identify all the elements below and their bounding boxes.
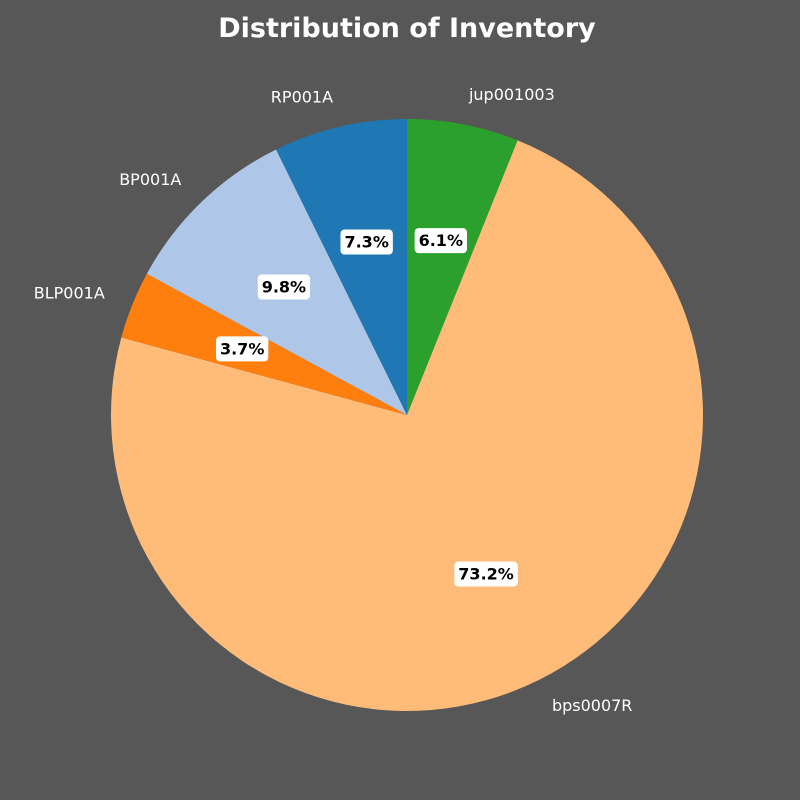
pct-label-jup001003: 6.1%	[414, 228, 467, 254]
pct-box-jup001003	[414, 228, 467, 254]
pct-label-bps0007r: 73.2%	[454, 561, 518, 587]
pct-text-bp001a: 9.8%	[262, 277, 306, 296]
slice-label-rp001a: RP001A	[271, 87, 333, 106]
chart-title: Distribution of Inventory	[218, 13, 596, 44]
labels-layer: jup001003 bps0007R BLP001A BP001A RP001A	[34, 85, 633, 715]
slice-label-bps0007r: bps0007R	[552, 696, 632, 715]
slice-label-bp001a: BP001A	[119, 170, 181, 189]
pct-text-blp001a: 3.7%	[220, 339, 264, 358]
pct-box-rp001a	[340, 229, 393, 255]
pct-box-bp001a	[257, 274, 311, 300]
pct-box-blp001a	[215, 336, 269, 362]
pct-label-blp001a: 3.7%	[215, 336, 269, 362]
pct-box-bps0007r	[454, 561, 518, 587]
slices-layer	[110, 119, 703, 712]
pie-slice-jup001003	[407, 119, 518, 415]
slice-label-blp001a: BLP001A	[34, 283, 105, 302]
pie-slice-rp001a	[276, 119, 407, 415]
pct-labels-layer: 6.1% 73.2% 3.7% 9.8% 7.3%	[215, 228, 518, 587]
slice-label-jup001003: jup001003	[468, 85, 555, 104]
pct-text-rp001a: 7.3%	[344, 233, 388, 252]
pct-label-bp001a: 9.8%	[257, 274, 311, 300]
pct-label-rp001a: 7.3%	[340, 229, 393, 255]
pie-slice-bps0007r	[110, 140, 703, 712]
pct-text-jup001003: 6.1%	[419, 231, 463, 250]
pct-text-bps0007r: 73.2%	[458, 565, 514, 584]
